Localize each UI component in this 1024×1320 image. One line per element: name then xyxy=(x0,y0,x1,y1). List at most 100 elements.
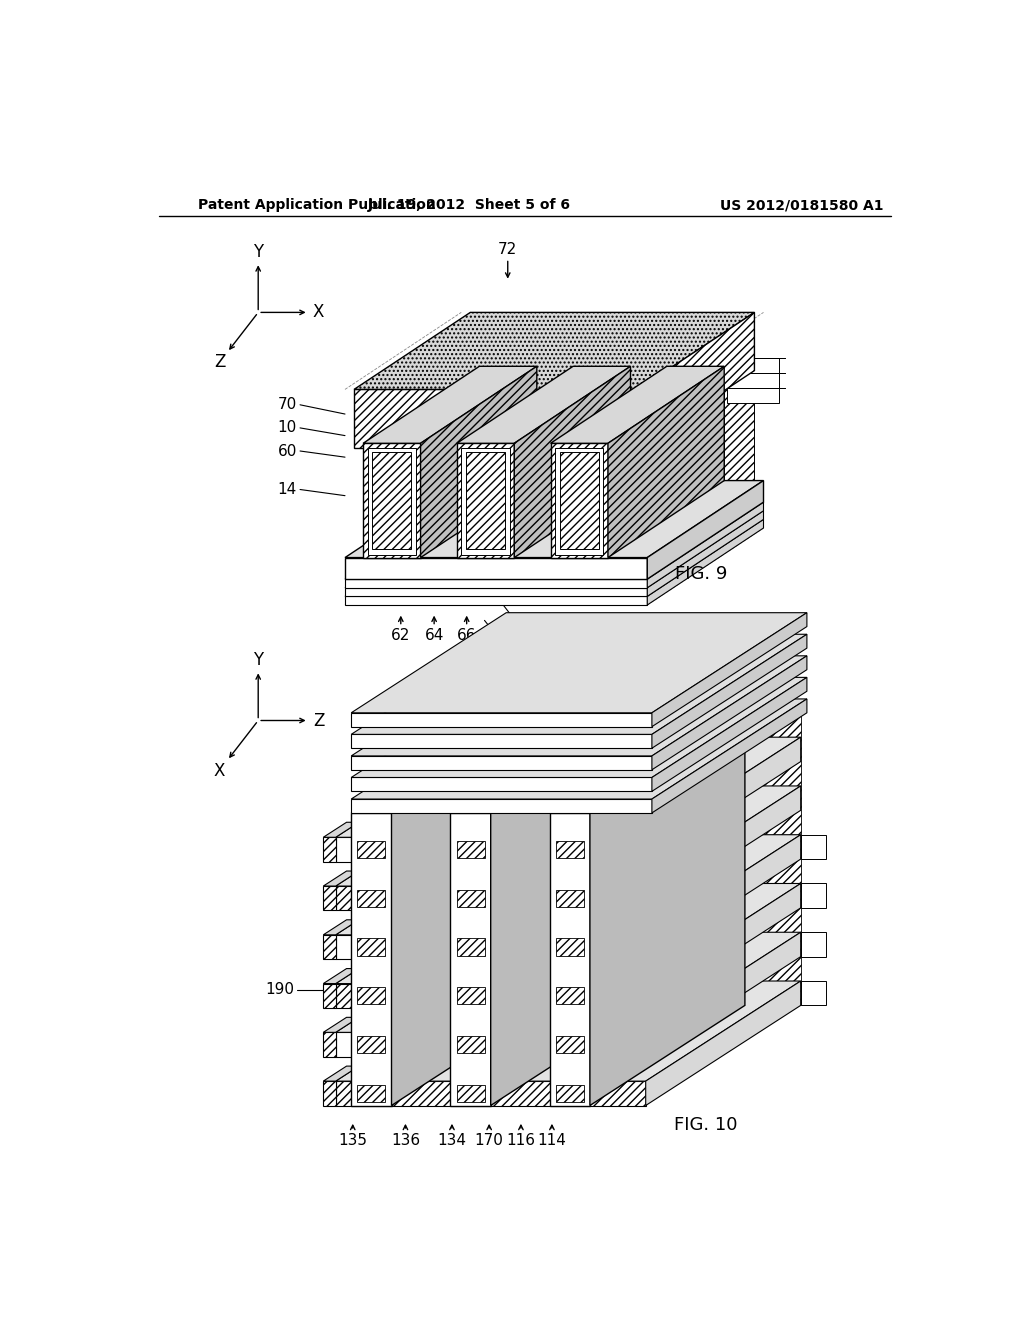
Text: 110: 110 xyxy=(686,968,715,982)
Polygon shape xyxy=(550,713,744,813)
Polygon shape xyxy=(351,756,652,770)
Polygon shape xyxy=(646,737,801,862)
Polygon shape xyxy=(551,444,608,557)
Polygon shape xyxy=(638,313,755,447)
Text: Z: Z xyxy=(313,711,325,730)
Polygon shape xyxy=(457,939,484,956)
Text: 36: 36 xyxy=(686,397,706,412)
Text: 134: 134 xyxy=(437,1133,467,1147)
Text: Z: Z xyxy=(214,354,225,371)
Polygon shape xyxy=(357,987,385,1005)
Polygon shape xyxy=(336,886,646,911)
Polygon shape xyxy=(336,932,801,1032)
Polygon shape xyxy=(336,737,801,837)
Text: 114: 114 xyxy=(538,1133,566,1147)
Polygon shape xyxy=(801,932,825,957)
Polygon shape xyxy=(457,444,514,557)
Polygon shape xyxy=(646,932,801,1057)
Text: 72: 72 xyxy=(498,242,517,257)
Polygon shape xyxy=(336,785,801,886)
Polygon shape xyxy=(324,1081,336,1106)
Polygon shape xyxy=(470,313,755,528)
Polygon shape xyxy=(324,822,359,837)
Text: 14: 14 xyxy=(278,482,297,498)
Text: X: X xyxy=(214,762,225,780)
Text: 34: 34 xyxy=(686,413,706,428)
Polygon shape xyxy=(336,837,646,862)
Polygon shape xyxy=(457,890,484,907)
Polygon shape xyxy=(556,841,584,858)
Polygon shape xyxy=(646,834,801,960)
Polygon shape xyxy=(324,871,359,886)
Polygon shape xyxy=(727,388,778,403)
Polygon shape xyxy=(457,987,484,1005)
Polygon shape xyxy=(391,713,547,1106)
Polygon shape xyxy=(345,597,647,605)
Polygon shape xyxy=(345,587,647,597)
Polygon shape xyxy=(590,713,744,1106)
Polygon shape xyxy=(351,677,807,777)
Text: 116: 116 xyxy=(507,1133,536,1147)
Polygon shape xyxy=(336,983,646,1008)
Polygon shape xyxy=(801,883,825,908)
Polygon shape xyxy=(324,1067,359,1081)
Polygon shape xyxy=(364,367,537,444)
Text: 70: 70 xyxy=(278,397,297,412)
Polygon shape xyxy=(555,447,603,554)
Text: 185: 185 xyxy=(416,767,444,781)
Polygon shape xyxy=(652,612,807,726)
Polygon shape xyxy=(351,813,391,1106)
Polygon shape xyxy=(551,367,724,444)
Text: 190: 190 xyxy=(265,982,295,998)
Text: Y: Y xyxy=(253,243,263,261)
Polygon shape xyxy=(451,713,646,813)
Text: 184: 184 xyxy=(497,767,525,781)
Polygon shape xyxy=(647,511,764,597)
Polygon shape xyxy=(345,557,647,579)
Polygon shape xyxy=(652,677,807,792)
Text: Jul. 19, 2012  Sheet 5 of 6: Jul. 19, 2012 Sheet 5 of 6 xyxy=(368,198,570,213)
Text: 66: 66 xyxy=(457,628,476,643)
Polygon shape xyxy=(336,883,801,983)
Polygon shape xyxy=(727,358,778,372)
Polygon shape xyxy=(364,444,421,557)
Polygon shape xyxy=(357,1085,385,1102)
Polygon shape xyxy=(646,883,801,1008)
Text: Y: Y xyxy=(253,652,263,669)
Polygon shape xyxy=(351,777,652,792)
Polygon shape xyxy=(573,367,631,480)
Polygon shape xyxy=(324,886,336,911)
Polygon shape xyxy=(324,983,336,1008)
Polygon shape xyxy=(550,813,590,1106)
Polygon shape xyxy=(336,1081,646,1106)
Polygon shape xyxy=(351,656,807,756)
Polygon shape xyxy=(647,519,764,605)
Polygon shape xyxy=(351,713,652,726)
Polygon shape xyxy=(727,372,778,388)
Polygon shape xyxy=(801,834,825,859)
Text: 172: 172 xyxy=(686,948,715,962)
Polygon shape xyxy=(345,519,764,597)
Polygon shape xyxy=(324,935,336,960)
Polygon shape xyxy=(556,1036,584,1053)
Text: X: X xyxy=(313,304,325,321)
Polygon shape xyxy=(608,367,724,557)
Text: 18: 18 xyxy=(514,616,532,632)
Polygon shape xyxy=(652,656,807,770)
Text: 136: 136 xyxy=(391,1133,420,1147)
Polygon shape xyxy=(368,447,416,554)
Polygon shape xyxy=(556,890,584,907)
Polygon shape xyxy=(324,969,359,983)
Text: 74: 74 xyxy=(686,428,706,444)
Polygon shape xyxy=(652,635,807,748)
Polygon shape xyxy=(556,939,584,956)
Polygon shape xyxy=(559,451,599,549)
Polygon shape xyxy=(345,511,764,587)
Text: 12: 12 xyxy=(497,632,516,647)
Polygon shape xyxy=(457,1085,484,1102)
Polygon shape xyxy=(324,1032,336,1057)
Text: 10: 10 xyxy=(278,420,297,436)
Polygon shape xyxy=(336,1032,646,1057)
Polygon shape xyxy=(351,734,652,748)
Text: Patent Application Publication: Patent Application Publication xyxy=(198,198,435,213)
